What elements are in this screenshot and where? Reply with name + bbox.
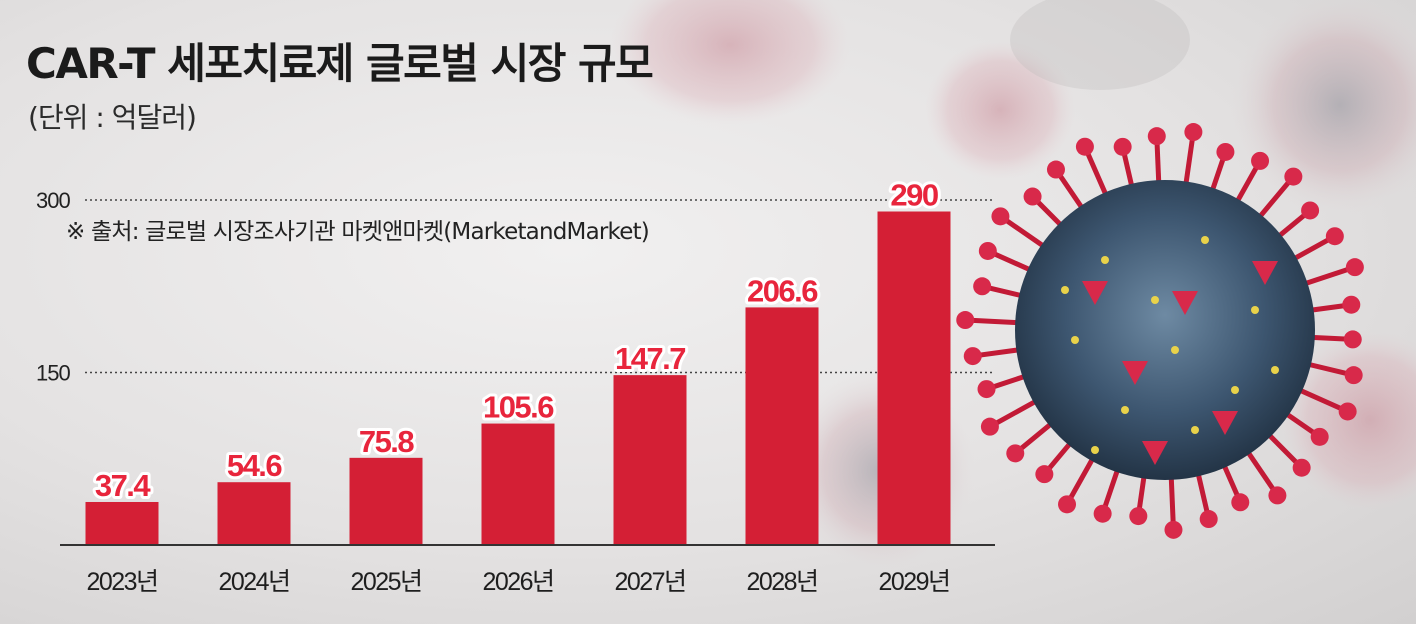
bars <box>85 211 951 545</box>
virus-spike-head <box>1338 402 1357 421</box>
labels: 37.4 2023년 54.6 2024년 75.8 2025년 105.6 2026년 147… <box>86 175 951 597</box>
bar <box>85 501 159 545</box>
virus-spike-head <box>973 277 992 296</box>
virus-surface-dot <box>1271 366 1279 374</box>
virus-spike-head <box>1344 366 1363 385</box>
bar-value-label: 105.6 <box>483 390 554 425</box>
virus-spike-head <box>991 207 1010 226</box>
virus-surface-dots <box>1061 236 1279 465</box>
x-tick-label: 2027년 <box>614 568 685 596</box>
virus-spike-head <box>1301 201 1320 220</box>
virus-spike-head <box>1251 151 1270 170</box>
virus-spike-head <box>1310 427 1329 446</box>
x-tick-label: 2029년 <box>878 568 949 596</box>
virus-surface-protein <box>1172 291 1198 315</box>
bar-value-label: 290 <box>890 178 937 213</box>
virus-spike-stem <box>1295 386 1349 414</box>
bar-value-label: 206.6 <box>747 273 818 308</box>
virus-spike-stem <box>1182 131 1196 188</box>
virus-spike-head <box>1035 465 1054 484</box>
virus-spike-head <box>1292 458 1311 477</box>
virus-spike-head <box>1006 444 1025 463</box>
chart-title: CAR-T 세포치료제 글로벌 시장 규모 <box>26 39 654 88</box>
x-tick-label: 2024년 <box>218 568 289 596</box>
virus-surface-dot <box>1201 236 1209 244</box>
virus-spike-head <box>1023 187 1042 206</box>
virus-spike-stem <box>1255 175 1296 222</box>
bar <box>745 307 819 545</box>
virus-surface-protein <box>1122 361 1148 385</box>
gridlines: 150 300 <box>36 188 995 386</box>
virus-spike-stem <box>1168 473 1176 530</box>
virus-spike-head <box>1231 493 1250 512</box>
virus-surface-dot <box>1231 386 1239 394</box>
virus-surface-dot <box>1171 346 1179 354</box>
virus-spike-head <box>1129 507 1148 526</box>
virus-spike-head <box>1268 486 1287 505</box>
y-tick-label: 150 <box>36 361 70 386</box>
virus-surface-dot <box>1091 446 1099 454</box>
virus-spike-head <box>1075 137 1094 156</box>
virus-spike-head <box>977 380 996 399</box>
virus-spike-head <box>1093 504 1112 523</box>
virus-spike-stem <box>1064 454 1097 506</box>
virus-surface-protein <box>1252 261 1278 285</box>
virus-surface-protein <box>1142 441 1168 465</box>
virus-spike-head <box>1343 330 1362 349</box>
x-tick-label: 2026년 <box>482 568 553 596</box>
bar <box>877 211 951 545</box>
bar <box>349 457 423 545</box>
virus-surface-dot <box>1071 336 1079 344</box>
virus-spike-head <box>1147 127 1166 146</box>
virus-surface-protein <box>1082 281 1108 305</box>
x-tick-label: 2028년 <box>746 568 817 596</box>
virus-spike-head <box>1342 295 1361 314</box>
virus-spike-stem <box>1300 264 1356 288</box>
virus-spike-stem <box>988 397 1041 429</box>
bar <box>481 423 555 545</box>
virus-spike-stem <box>965 317 1022 326</box>
virus-spike-head <box>963 347 982 366</box>
bar-value-label: 147.7 <box>615 341 685 376</box>
bar <box>217 482 291 545</box>
unit-label: (단위 : 억달러) <box>28 101 197 134</box>
virus-spike-head <box>1284 167 1303 186</box>
virus-surface-dot <box>1151 296 1159 304</box>
virus-spike-head <box>980 417 999 436</box>
virus-spike-head <box>1058 495 1077 514</box>
y-tick-label: 300 <box>36 188 70 213</box>
virus-spike-stem <box>1243 447 1280 497</box>
source-note: ※ 출처: 글로벌 시장조사기관 마켓앤마켓(MarketandMarket) <box>66 219 650 245</box>
virus-spike-head <box>1345 258 1364 277</box>
virus-surface-dot <box>1121 406 1129 414</box>
virus-spike-stem <box>999 214 1048 251</box>
virus-spike-head <box>1113 137 1132 156</box>
virus-surface-dot <box>1191 426 1199 434</box>
virus-spikes <box>956 123 1364 539</box>
virus-surface-dot <box>1061 286 1069 294</box>
virus-spike-head <box>1216 142 1235 161</box>
x-tick-label: 2023년 <box>86 568 157 596</box>
virus-spike-head <box>1325 227 1344 246</box>
virus-surface-dot <box>1251 306 1259 314</box>
virus-spike-head <box>1184 123 1203 142</box>
virus-spike-stem <box>1082 145 1110 200</box>
virus-spike-head <box>1046 160 1065 179</box>
virus-surface-dot <box>1101 256 1109 264</box>
bar-value-label: 54.6 <box>227 448 283 483</box>
bar-value-label: 37.4 <box>95 468 152 503</box>
virus-spike-head <box>1164 520 1183 539</box>
virus-spike-head <box>1199 510 1218 529</box>
virus-spike-head <box>956 311 975 330</box>
x-tick-label: 2025년 <box>350 568 421 596</box>
virus-spike-head <box>978 241 997 260</box>
bar-value-label: 75.8 <box>359 424 415 459</box>
bar <box>613 375 687 545</box>
virus-surface-protein <box>1212 411 1238 435</box>
